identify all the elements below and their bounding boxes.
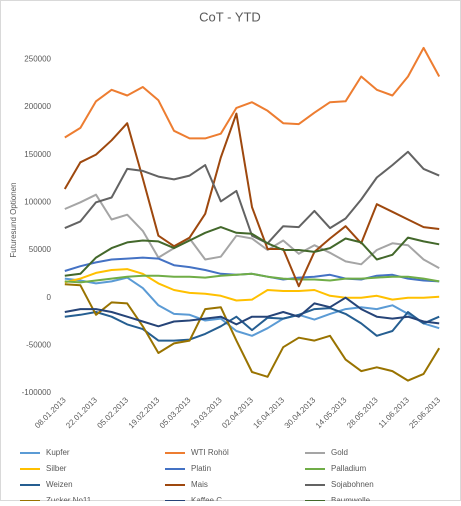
series-line [64,150,440,245]
legend-label: Platin [191,464,211,473]
series-line [64,268,440,302]
series-line [64,193,440,269]
y-tick-label: 250000 [24,54,51,63]
series-line [64,46,441,140]
series-line [64,226,440,277]
y-tick-label: 150000 [24,150,51,159]
legend-label: Kupfer [46,448,70,457]
legend-label: Mais [191,480,208,489]
y-tick-label: 0 [47,293,52,302]
legend-label: Kaffee C [191,496,222,501]
legend-label: WTI Rohöl [191,448,229,457]
y-tick-label: 200000 [24,102,51,111]
legend-label: Gold [331,448,348,457]
legend-label: Zucker No11 [46,496,92,501]
legend-label: Weizen [46,480,73,489]
y-tick-label: -100000 [22,388,52,397]
y-axis-label: Futuresund Optionen [9,182,18,257]
y-tick-label: 100000 [24,197,51,206]
y-tick-label: -50000 [26,340,51,349]
series-line [64,307,440,342]
chart-title: CoT - YTD [199,9,261,24]
series-line [63,112,440,288]
series-line [64,272,440,284]
legend-label: Silber [46,464,67,473]
y-tick-label: 50000 [29,245,52,254]
series-line [64,283,441,382]
legend-label: Sojabohnen [331,480,374,489]
legend-label: Baumwolle [331,496,371,501]
legend-label: Palladium [331,464,366,473]
series-line [64,296,440,328]
